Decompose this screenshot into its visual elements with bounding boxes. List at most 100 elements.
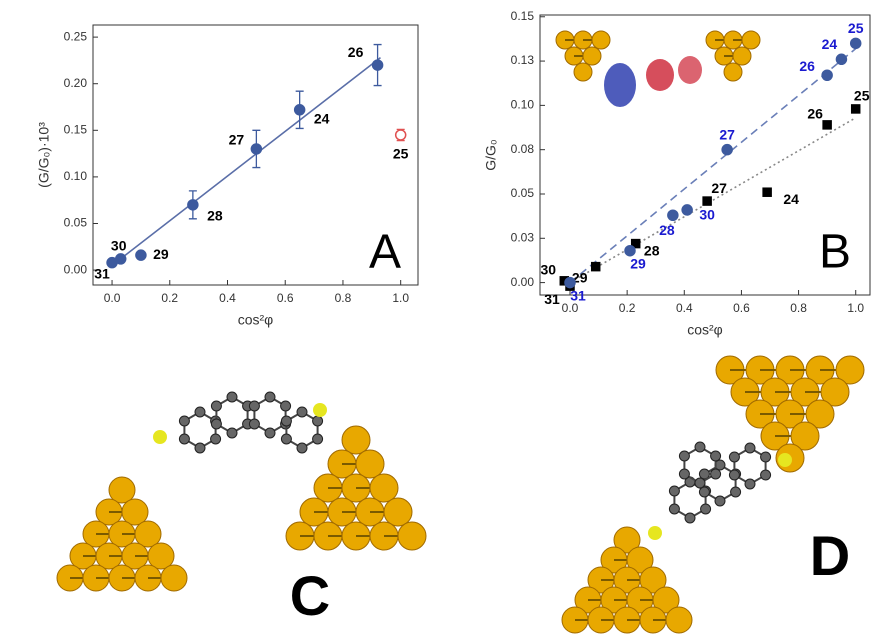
- point-label: 28: [644, 242, 660, 258]
- carbon-atom: [210, 400, 222, 412]
- carbon-atom: [710, 468, 722, 480]
- data-point: [630, 238, 641, 249]
- carbon-atom: [312, 433, 324, 445]
- point-label: 30: [540, 262, 556, 278]
- fit-line: [111, 56, 381, 267]
- carbon-atom: [194, 406, 206, 418]
- y-tick-label: 0.00: [511, 275, 535, 289]
- data-point: [293, 104, 306, 116]
- data-point: [135, 249, 147, 261]
- data-point: [394, 129, 407, 141]
- sulfur-atom: [153, 430, 167, 444]
- gold-atom: [626, 546, 654, 574]
- gold-atom: [397, 521, 427, 551]
- point-label: 29: [153, 246, 169, 262]
- point-label: 28: [659, 222, 675, 238]
- y-tick-label: 0.08: [511, 142, 535, 156]
- sulfur-atom: [778, 453, 792, 467]
- carbon-atom: [178, 415, 190, 427]
- y-tick-label: 0.03: [511, 230, 535, 244]
- x-axis-title: cos²φ: [687, 322, 723, 338]
- point-label: 26: [807, 106, 823, 122]
- panel-label: D: [810, 524, 850, 587]
- panel-label: B: [819, 226, 851, 279]
- carbon-atom: [730, 486, 742, 498]
- gold-atom: [134, 520, 162, 548]
- data-point: [624, 244, 636, 257]
- molecule-illustrations: [56, 30, 865, 634]
- panel-label: A: [369, 226, 401, 279]
- data-point: [667, 209, 679, 222]
- gold-atom: [723, 62, 743, 82]
- carbon-atom: [280, 415, 292, 427]
- x-tick-label: 0.0: [562, 301, 579, 315]
- x-tick-label: 0.6: [733, 301, 750, 315]
- gold-atom: [160, 564, 188, 592]
- carbon-atom: [194, 442, 206, 454]
- plot-frame: [92, 24, 419, 286]
- y-axis-title: G/G₀: [483, 139, 499, 171]
- data-point: [702, 196, 712, 206]
- x-tick-label: 0.4: [676, 301, 693, 315]
- carbon-atom: [178, 433, 190, 445]
- point-label: 25: [854, 88, 870, 104]
- carbon-atom: [760, 451, 772, 463]
- point-label: 30: [111, 238, 127, 254]
- point-label: 25: [848, 20, 864, 36]
- data-point: [681, 204, 693, 216]
- carbon-atom: [264, 427, 276, 439]
- carbon-atom: [760, 469, 772, 481]
- y-tick-label: 0.15: [511, 9, 535, 23]
- point-label: 26: [348, 44, 364, 60]
- carbon-atom: [210, 418, 222, 430]
- point-label: 25: [393, 146, 409, 162]
- point-label: 27: [711, 180, 727, 196]
- gold-atom: [613, 526, 641, 554]
- carbon-atom: [312, 415, 324, 427]
- orbital: [604, 63, 636, 107]
- point-label: 29: [630, 255, 646, 271]
- x-tick-label: 1.0: [392, 291, 409, 305]
- data-point: [835, 53, 848, 66]
- x-tick-label: 0.2: [161, 291, 178, 305]
- point-label: 30: [699, 207, 715, 223]
- orbital: [646, 59, 674, 91]
- carbon-atom: [248, 418, 260, 430]
- y-tick-label: 0.13: [511, 53, 535, 67]
- gold-atom: [835, 355, 865, 385]
- x-tick-label: 0.8: [790, 301, 807, 315]
- gold-atom: [805, 399, 835, 429]
- data-point: [849, 37, 862, 50]
- carbon-atom: [668, 485, 680, 497]
- data-point: [762, 187, 772, 197]
- gold-atom: [121, 498, 149, 526]
- point-label: 31: [94, 265, 110, 281]
- gold-atom: [108, 476, 136, 504]
- y-tick-label: 0.10: [511, 98, 535, 112]
- data-point: [721, 143, 733, 156]
- point-label: 29: [572, 269, 588, 285]
- carbon-atom: [248, 400, 260, 412]
- carbon-atom: [710, 450, 722, 462]
- x-tick-label: 0.6: [277, 291, 294, 305]
- data-point: [821, 69, 833, 82]
- x-axis-title: cos²φ: [238, 312, 274, 328]
- orbital: [678, 56, 702, 84]
- point-label: 24: [822, 36, 838, 52]
- x-tick-label: 0.0: [104, 291, 121, 305]
- carbon-atom: [728, 451, 740, 463]
- gold-atom: [639, 566, 667, 594]
- x-tick-label: 0.8: [335, 291, 352, 305]
- carbon-atom: [210, 433, 222, 445]
- gold-atom: [573, 62, 593, 82]
- y-tick-label: 0.10: [64, 169, 88, 183]
- gold-atom: [369, 473, 399, 503]
- carbon-atom: [714, 495, 726, 507]
- carbon-atom: [226, 391, 238, 403]
- data-point: [564, 276, 576, 289]
- fit-line: [569, 48, 857, 284]
- point-label: 31: [570, 287, 586, 303]
- gold-atom: [732, 46, 752, 66]
- point-label: 24: [314, 111, 330, 127]
